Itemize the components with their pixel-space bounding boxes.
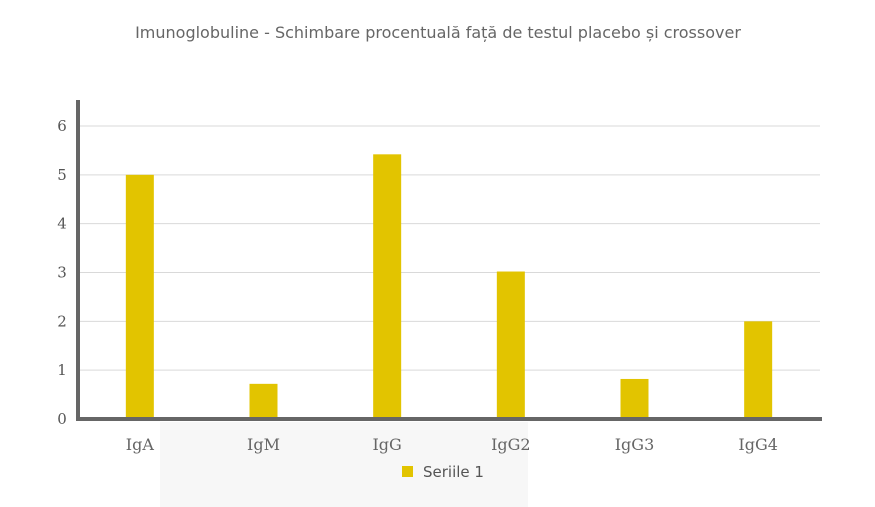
x-tick-label: IgA bbox=[126, 435, 155, 454]
x-tick-label: IgG3 bbox=[615, 435, 655, 454]
chart-title: Imunoglobuline - Schimbare procentuală f… bbox=[135, 23, 741, 42]
legend-label: Seriile 1 bbox=[423, 463, 484, 481]
bar-iga bbox=[125, 174, 154, 419]
legend-swatch bbox=[402, 466, 413, 477]
x-tick-label: IgG4 bbox=[738, 435, 778, 454]
bar-igg2 bbox=[496, 271, 525, 419]
bar-igg bbox=[373, 154, 402, 419]
bar-igm bbox=[249, 383, 278, 419]
bar-igg4 bbox=[744, 321, 773, 419]
y-axis-ticks: 0 1 2 3 4 5 6 bbox=[57, 117, 67, 428]
y-tick-label: 4 bbox=[57, 215, 67, 233]
x-axis-labels: IgA IgM IgG IgG2 IgG3 IgG4 bbox=[126, 435, 778, 454]
y-tick-label: 2 bbox=[57, 312, 67, 330]
bars bbox=[125, 154, 773, 419]
x-tick-label: IgG2 bbox=[491, 435, 531, 454]
legend: Seriile 1 bbox=[402, 463, 484, 481]
y-tick-label: 6 bbox=[57, 117, 67, 135]
y-tick-label: 1 bbox=[57, 361, 67, 379]
y-tick-label: 3 bbox=[57, 264, 67, 282]
y-tick-label: 5 bbox=[57, 166, 67, 184]
x-tick-label: IgG bbox=[372, 435, 401, 454]
x-tick-label: IgM bbox=[247, 435, 280, 454]
y-tick-label: 0 bbox=[57, 410, 67, 428]
bar-igg3 bbox=[620, 378, 649, 419]
gridlines bbox=[78, 125, 820, 371]
legend-background bbox=[160, 422, 528, 507]
